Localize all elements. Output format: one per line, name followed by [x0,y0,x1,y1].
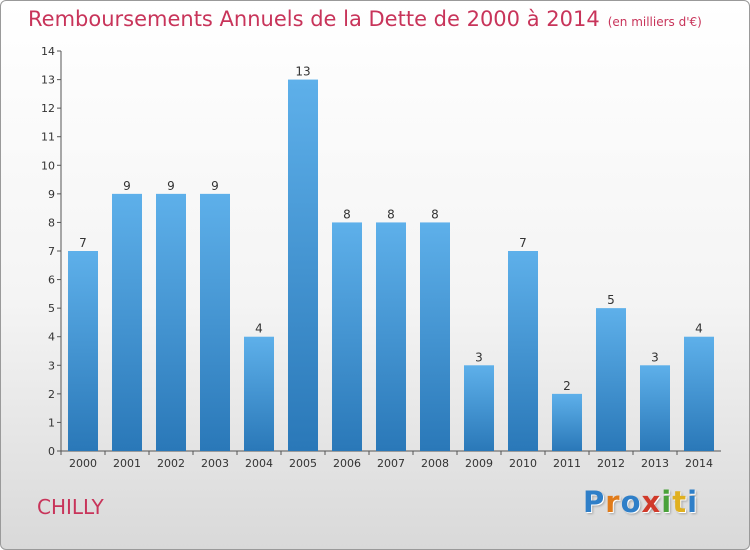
bar [508,251,538,451]
x-tick-label: 2010 [509,457,537,470]
y-tick-label: 9 [48,188,55,201]
y-tick-label: 0 [48,445,55,458]
title-unit: (en milliers d'€) [607,15,702,29]
x-tick-label: 2003 [201,457,229,470]
y-tick-label: 10 [41,159,55,172]
y-tick-label: 8 [48,216,55,229]
y-tick-label: 13 [41,74,55,87]
y-tick-label: 14 [41,45,55,58]
bar [464,365,494,451]
bar [596,308,626,451]
bar [112,193,142,451]
bar-value-label: 9 [211,179,219,193]
bar-value-label: 8 [387,207,395,221]
logo-letter: x [641,485,662,519]
bar [244,336,274,451]
bar [420,222,450,451]
x-tick-label: 2001 [113,457,141,470]
x-tick-label: 2009 [465,457,493,470]
chart-title: Remboursements Annuels de la Dette de 20… [28,7,702,31]
x-tick-label: 2008 [421,457,449,470]
bar [684,336,714,451]
x-tick-label: 2004 [245,457,273,470]
y-tick-label: 11 [41,131,55,144]
y-tick-label: 12 [41,102,55,115]
bar [156,193,186,451]
bar-value-label: 5 [607,293,615,307]
y-tick-label: 6 [48,274,55,287]
bar-value-label: 9 [167,179,175,193]
bar-value-label: 3 [651,350,659,364]
x-tick-label: 2005 [289,457,317,470]
logo-letter: t [672,485,688,519]
x-tick-label: 2012 [597,457,625,470]
city-name: CHILLY [37,495,104,519]
y-tick-label: 4 [48,331,55,344]
logo-letter: P [583,485,606,519]
logo-letter: o [620,485,642,519]
x-tick-label: 2013 [641,457,669,470]
bar-value-label: 2 [563,379,571,393]
proxiti-logo: Proxiti [583,485,698,519]
bar-value-label: 7 [79,236,87,250]
bar [640,365,670,451]
title-text: Remboursements Annuels de la Dette de 20… [28,7,600,31]
bar-value-label: 3 [475,350,483,364]
x-tick-label: 2002 [157,457,185,470]
bar-value-label: 13 [295,65,310,79]
bar [200,193,230,451]
x-tick-label: 2006 [333,457,361,470]
logo-letter: i [687,485,699,519]
bar [376,222,406,451]
y-tick-label: 1 [48,416,55,429]
bar-value-label: 4 [695,322,703,336]
y-tick-label: 7 [48,245,55,258]
bar [552,393,582,451]
x-tick-label: 2014 [685,457,713,470]
bar-value-label: 4 [255,322,263,336]
bar-value-label: 8 [431,207,439,221]
logo-letter: r [605,485,621,519]
y-tick-label: 2 [48,388,55,401]
y-tick-label: 3 [48,359,55,372]
x-tick-label: 2011 [553,457,581,470]
bar [288,79,318,452]
bar [68,251,98,451]
x-tick-label: 2007 [377,457,405,470]
y-tick-label: 5 [48,302,55,315]
bar-value-label: 7 [519,236,527,250]
bar-value-label: 9 [123,179,131,193]
logo-letter: i [661,485,673,519]
bar [332,222,362,451]
bar-value-label: 8 [343,207,351,221]
x-tick-label: 2000 [69,457,97,470]
